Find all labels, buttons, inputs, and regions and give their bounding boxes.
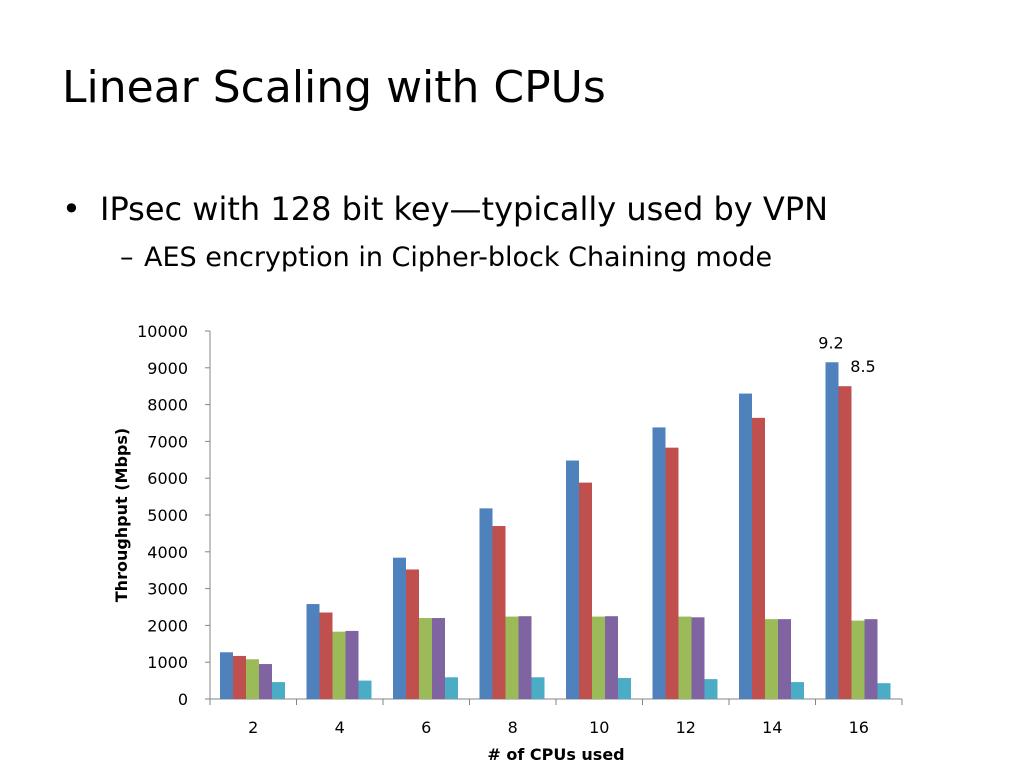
bar	[704, 679, 718, 699]
x-tick-label: 10	[589, 718, 609, 737]
bar	[332, 631, 346, 699]
y-tick-label: 8000	[147, 396, 188, 415]
bar	[259, 664, 272, 699]
sub-bullet-dash-icon: –	[120, 242, 134, 273]
slide-title: Linear Scaling with CPUs	[62, 62, 606, 113]
bar	[432, 618, 445, 699]
bar	[531, 677, 545, 699]
bar	[272, 682, 285, 699]
bar	[618, 678, 631, 699]
x-axis-title: # of CPUs used	[487, 745, 624, 764]
bar	[233, 655, 246, 699]
y-tick-label: 2000	[147, 616, 188, 635]
bar	[752, 417, 765, 699]
x-tick-label: 16	[849, 718, 869, 737]
bar	[605, 616, 618, 699]
y-tick-label: 3000	[147, 580, 188, 599]
bar	[319, 612, 333, 699]
bullet-list: • IPsec with 128 bit key—typically used …	[62, 190, 828, 273]
bar	[445, 677, 458, 699]
bar	[579, 482, 592, 699]
bar	[406, 569, 419, 699]
bar	[864, 619, 878, 699]
x-tick-label: 12	[676, 718, 696, 737]
bar	[306, 604, 320, 699]
bar	[765, 619, 778, 699]
bar	[877, 683, 891, 699]
plot-area: 0 1000 2000 3000 4000 5000 6000 7000 8000 9000 100…	[112, 322, 903, 764]
y-tick-label: 10000	[137, 322, 188, 341]
bar	[518, 616, 532, 699]
x-tick-label: 4	[335, 718, 345, 737]
y-axis-title: Throughput (Mbps)	[112, 428, 131, 602]
bar	[825, 362, 839, 699]
bar	[246, 659, 259, 699]
data-label: 8.5	[850, 357, 875, 376]
bar	[791, 682, 804, 699]
y-tick-label: 1000	[147, 653, 188, 672]
bar	[358, 680, 372, 699]
y-tick-label: 7000	[147, 432, 188, 451]
y-tick-label: 9000	[147, 359, 188, 378]
bar	[492, 526, 506, 699]
y-tick-label: 5000	[147, 506, 188, 525]
bar	[479, 508, 493, 699]
bar	[851, 620, 865, 699]
bar	[678, 616, 692, 699]
bar	[665, 447, 679, 699]
y-tick-label: 0	[178, 690, 188, 709]
x-tick-label: 6	[421, 718, 431, 737]
bullet-text: IPsec with 128 bit key—typically used by…	[100, 190, 828, 228]
bar	[652, 427, 666, 699]
bar	[778, 619, 791, 699]
bar	[220, 652, 233, 699]
data-label: 9.2	[818, 333, 843, 352]
bar	[419, 618, 432, 699]
y-tick-label: 6000	[147, 469, 188, 488]
bar	[739, 393, 752, 699]
bar	[838, 386, 852, 699]
sub-bullet-item: – AES encryption in Cipher-block Chainin…	[120, 242, 828, 273]
y-tick-label: 4000	[147, 543, 188, 562]
bullet-dot-icon: •	[62, 190, 81, 228]
bar	[393, 557, 406, 699]
x-tick-label: 14	[762, 718, 782, 737]
bar	[592, 616, 605, 699]
bar	[345, 630, 359, 699]
bullet-item: • IPsec with 128 bit key—typically used …	[62, 190, 828, 228]
bar	[505, 616, 519, 699]
x-tick-label: 2	[248, 718, 258, 737]
sub-bullet-text: AES encryption in Cipher-block Chaining …	[144, 242, 773, 273]
bar	[691, 617, 705, 699]
bar	[566, 460, 579, 699]
x-tick-label: 8	[508, 718, 518, 737]
